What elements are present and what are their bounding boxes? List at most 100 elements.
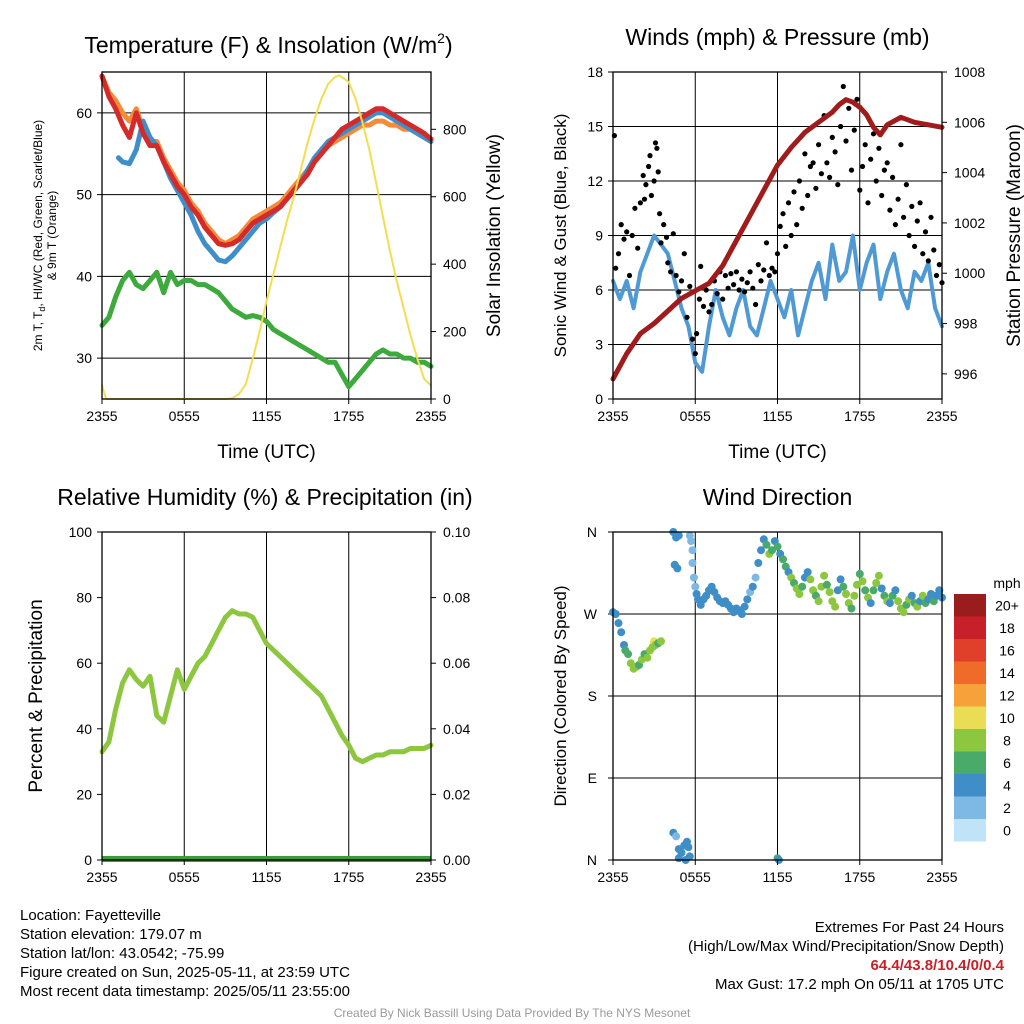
- pressure-line: [610, 97, 945, 382]
- direction-point: [689, 573, 698, 582]
- y-tick-label: 60: [76, 655, 92, 671]
- y2-tick-label: 1006: [954, 114, 985, 130]
- colorbar-label: 6: [1003, 755, 1011, 771]
- gust-point: [635, 245, 641, 251]
- gust-point: [794, 222, 800, 228]
- y-tick-label: 30: [76, 350, 92, 366]
- gust-point: [846, 105, 852, 111]
- gust-point: [796, 178, 803, 184]
- x-tick-label: 2355: [415, 408, 446, 424]
- gust-point: [673, 272, 679, 279]
- direction-point: [617, 628, 626, 637]
- gust-point: [807, 163, 814, 170]
- extremes-values: 64.4/43.8/10.4/0/0.4: [870, 957, 1004, 974]
- gust-point: [640, 172, 646, 179]
- chart-title: Winds (mph) & Pressure (mb): [625, 24, 929, 50]
- direction-point: [831, 602, 840, 611]
- gust-point: [783, 243, 789, 249]
- direction-point: [806, 575, 815, 584]
- credit-footer: Created By Nick Bassill Using Data Provi…: [333, 1006, 691, 1020]
- gust-point: [912, 243, 918, 249]
- direction-point: [803, 568, 812, 577]
- timestamp-text: Most recent data timestamp: 2025/05/11 2…: [20, 983, 350, 1000]
- colorbar-swatch: [954, 819, 986, 842]
- x-axis-label: Time (UTC): [728, 442, 827, 463]
- y-tick-label: 12: [587, 173, 603, 189]
- gust-point: [914, 218, 920, 224]
- x-tick-label: 2355: [597, 408, 628, 424]
- x-tick-label: 1755: [333, 869, 364, 885]
- x-tick-label: 1755: [844, 408, 875, 424]
- t9m-line: [99, 73, 434, 247]
- gust-point: [703, 287, 709, 293]
- gust-point: [827, 174, 833, 180]
- direction-point: [874, 571, 883, 580]
- gust-point: [909, 203, 915, 209]
- gust-point: [755, 262, 761, 268]
- gust-point: [761, 267, 767, 273]
- y-tick-label: 6: [595, 282, 603, 298]
- gust-point: [689, 336, 696, 342]
- x-tick-label: 2355: [926, 869, 957, 885]
- gust-point: [624, 229, 630, 235]
- colorbar-label: 4: [1003, 777, 1011, 793]
- y-axis-label: Percent & Precipitation: [26, 599, 47, 792]
- direction-point: [861, 586, 870, 595]
- gust-point: [848, 167, 855, 173]
- gust-point: [731, 282, 737, 288]
- gust-point: [933, 272, 940, 279]
- gust-point: [763, 240, 770, 246]
- gust-point: [829, 134, 835, 140]
- x-tick-label: 0555: [680, 408, 711, 424]
- direction-point: [643, 653, 652, 662]
- y2-tick-label: 200: [443, 324, 467, 340]
- y2-tick-label: 1000: [954, 265, 985, 281]
- x-tick-label: 2355: [415, 869, 446, 885]
- y2-tick-label: 1002: [954, 215, 985, 231]
- x-tick-label: 0555: [680, 869, 711, 885]
- y2-axis-label: Solar Insolation (Yellow): [484, 134, 505, 337]
- gust-point: [725, 285, 731, 291]
- y-axis-label: Direction (Colored By Speed): [551, 585, 570, 806]
- gust-point: [791, 189, 797, 195]
- gust-point: [637, 200, 644, 206]
- gust-point: [684, 314, 690, 320]
- gust-point: [626, 272, 633, 279]
- gust-point: [802, 151, 808, 157]
- y-tick-label: 20: [76, 786, 92, 802]
- gust-point: [681, 251, 687, 257]
- gust-point: [857, 187, 863, 193]
- winds-panel: 0 3 6 9 12 15 18 996 998 1000 1002 1004 1006 1008 2355…: [551, 24, 1024, 463]
- colorbar-swatch: [954, 706, 986, 729]
- gust-point: [865, 200, 871, 206]
- direction-point: [822, 580, 831, 589]
- gust-point: [813, 185, 819, 191]
- x-tick-label: 0555: [169, 869, 200, 885]
- colorbar-swatch: [954, 594, 986, 617]
- gust-point: [632, 205, 638, 211]
- direction-point: [737, 610, 746, 618]
- colorbar-label: 18: [999, 620, 1015, 636]
- y-tick-label: 18: [587, 64, 603, 80]
- gust-point: [832, 149, 838, 155]
- direction-point: [869, 586, 878, 595]
- x-tick-label: 2355: [926, 408, 957, 424]
- gust-point: [920, 251, 926, 257]
- direction-point: [877, 584, 886, 593]
- x-axis-label: Time (UTC): [217, 442, 316, 463]
- y-tick-label: 0: [595, 391, 603, 407]
- gust-point: [805, 192, 811, 199]
- direction-point: [850, 591, 859, 600]
- gust-point: [925, 258, 931, 264]
- gust-point: [698, 263, 704, 269]
- y2-tick-label: 600: [443, 189, 467, 205]
- colorbar-label: 0: [1003, 822, 1011, 838]
- direction-point: [748, 582, 757, 591]
- direction-point: [684, 843, 693, 852]
- direction-point: [872, 579, 881, 587]
- x-tick-label: 1755: [333, 408, 364, 424]
- gust-point: [868, 156, 874, 162]
- gust-point: [744, 280, 750, 286]
- colorbar-swatch: [954, 684, 986, 707]
